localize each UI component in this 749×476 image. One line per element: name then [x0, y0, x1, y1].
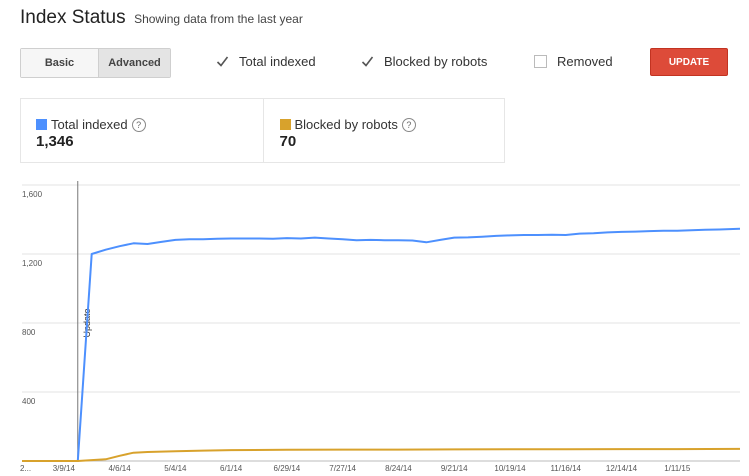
view-toggle: Basic Advanced [20, 48, 171, 78]
basic-view-button[interactable]: Basic [21, 49, 99, 77]
removed-label: Removed [557, 54, 613, 69]
x-tick-label: 3/9/14 [53, 464, 76, 473]
summary-value-blocked-by-robots: 70 [279, 133, 297, 150]
legend-swatch-blocked-by-robots [279, 119, 291, 130]
check-icon [361, 55, 374, 68]
summary-tile-total-indexed[interactable]: Total indexed ? 1,346 [21, 99, 263, 162]
y-tick-label: 1,200 [22, 259, 43, 268]
x-tick-label: 4/6/14 [108, 464, 131, 473]
x-tick-label: 2... [20, 464, 31, 473]
x-tick-label: 1/11/15 [664, 464, 691, 473]
page-title: Index Status [20, 7, 126, 28]
check-icon [216, 55, 229, 68]
blocked-by-robots-label: Blocked by robots [384, 54, 488, 69]
question-circle-icon[interactable]: ? [401, 117, 416, 132]
x-tick-label: 10/19/14 [494, 464, 526, 473]
summary-panel: Total indexed ? 1,346 Blocked by robots … [20, 98, 505, 163]
update-button[interactable]: UPDATE [650, 48, 728, 76]
blocked-by-robots-checkbox[interactable]: Blocked by robots [361, 54, 487, 69]
series-line-blocked-by-robots [22, 447, 741, 462]
index-status-chart: 400 800 1,200 1,600 2... 3/9/14 4/6/14 5/4/14 6/… [0, 175, 749, 476]
y-tick-label: 1,600 [22, 190, 43, 199]
y-tick-label: 800 [22, 328, 36, 337]
summary-label-total-indexed: Total indexed [51, 117, 128, 132]
x-tick-label: 11/16/14 [550, 464, 581, 473]
series-line-total-indexed [22, 227, 741, 462]
x-tick-label: 9/21/14 [441, 464, 468, 473]
unchecked-box-icon [534, 55, 547, 68]
chart-canvas: 400 800 1,200 1,600 2... 3/9/14 4/6/14 5/4/14 6/… [20, 181, 741, 473]
x-tick-label: 5/4/14 [164, 464, 187, 473]
x-tick-label: 8/24/14 [385, 464, 412, 473]
page-header: Index Status Showing data from the last … [20, 7, 303, 29]
question-circle-icon[interactable]: ? [131, 117, 146, 132]
x-tick-label: 6/29/14 [274, 464, 301, 473]
toolbar: Basic Advanced Total indexed Blocked by … [20, 46, 749, 80]
page-subtitle: Showing data from the last year [134, 12, 303, 26]
total-indexed-checkbox[interactable]: Total indexed [216, 54, 316, 69]
summary-value-total-indexed: 1,346 [36, 133, 74, 150]
summary-tile-label: Total indexed ? [36, 117, 263, 132]
x-tick-label: 12/14/14 [606, 464, 638, 473]
summary-tile-label: Blocked by robots ? [279, 117, 505, 132]
x-tick-label: 7/27/14 [329, 464, 356, 473]
advanced-view-button[interactable]: Advanced [99, 49, 170, 77]
x-tick-label: 6/1/14 [220, 464, 243, 473]
y-tick-label: 400 [22, 397, 36, 406]
removed-checkbox[interactable]: Removed [534, 54, 613, 69]
summary-tile-blocked-by-robots[interactable]: Blocked by robots ? 70 [262, 99, 505, 162]
summary-label-blocked-by-robots: Blocked by robots [294, 117, 398, 132]
total-indexed-label: Total indexed [239, 54, 316, 69]
legend-swatch-total-indexed [36, 119, 47, 130]
